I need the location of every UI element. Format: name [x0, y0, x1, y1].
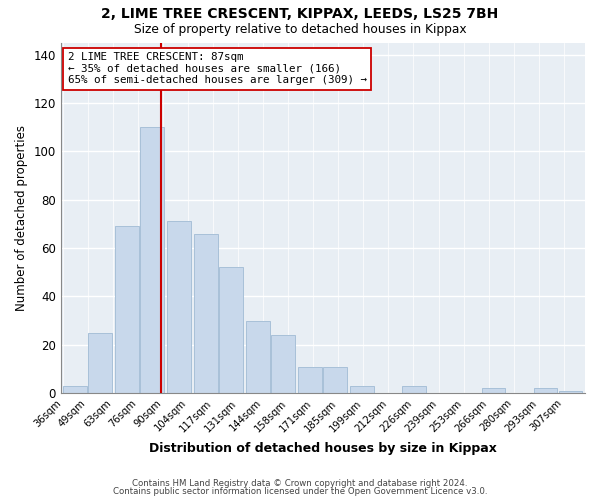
X-axis label: Distribution of detached houses by size in Kippax: Distribution of detached houses by size …	[149, 442, 497, 455]
Bar	[559, 391, 583, 393]
Bar	[403, 386, 427, 393]
Bar	[533, 388, 557, 393]
Bar	[220, 268, 244, 393]
Text: 2 LIME TREE CRESCENT: 87sqm
← 35% of detached houses are smaller (166)
65% of se: 2 LIME TREE CRESCENT: 87sqm ← 35% of det…	[68, 52, 367, 86]
Y-axis label: Number of detached properties: Number of detached properties	[15, 125, 28, 311]
Bar	[115, 226, 139, 393]
Text: Contains public sector information licensed under the Open Government Licence v3: Contains public sector information licen…	[113, 487, 487, 496]
Text: 2, LIME TREE CRESCENT, KIPPAX, LEEDS, LS25 7BH: 2, LIME TREE CRESCENT, KIPPAX, LEEDS, LS…	[101, 8, 499, 22]
Bar	[194, 234, 218, 393]
Bar	[63, 386, 87, 393]
Bar	[140, 127, 164, 393]
Text: Size of property relative to detached houses in Kippax: Size of property relative to detached ho…	[134, 22, 466, 36]
Bar	[482, 388, 505, 393]
Text: Contains HM Land Registry data © Crown copyright and database right 2024.: Contains HM Land Registry data © Crown c…	[132, 478, 468, 488]
Bar	[298, 366, 322, 393]
Bar	[247, 320, 270, 393]
Bar	[323, 366, 347, 393]
Bar	[271, 335, 295, 393]
Bar	[350, 386, 374, 393]
Bar	[167, 222, 191, 393]
Bar	[88, 332, 112, 393]
